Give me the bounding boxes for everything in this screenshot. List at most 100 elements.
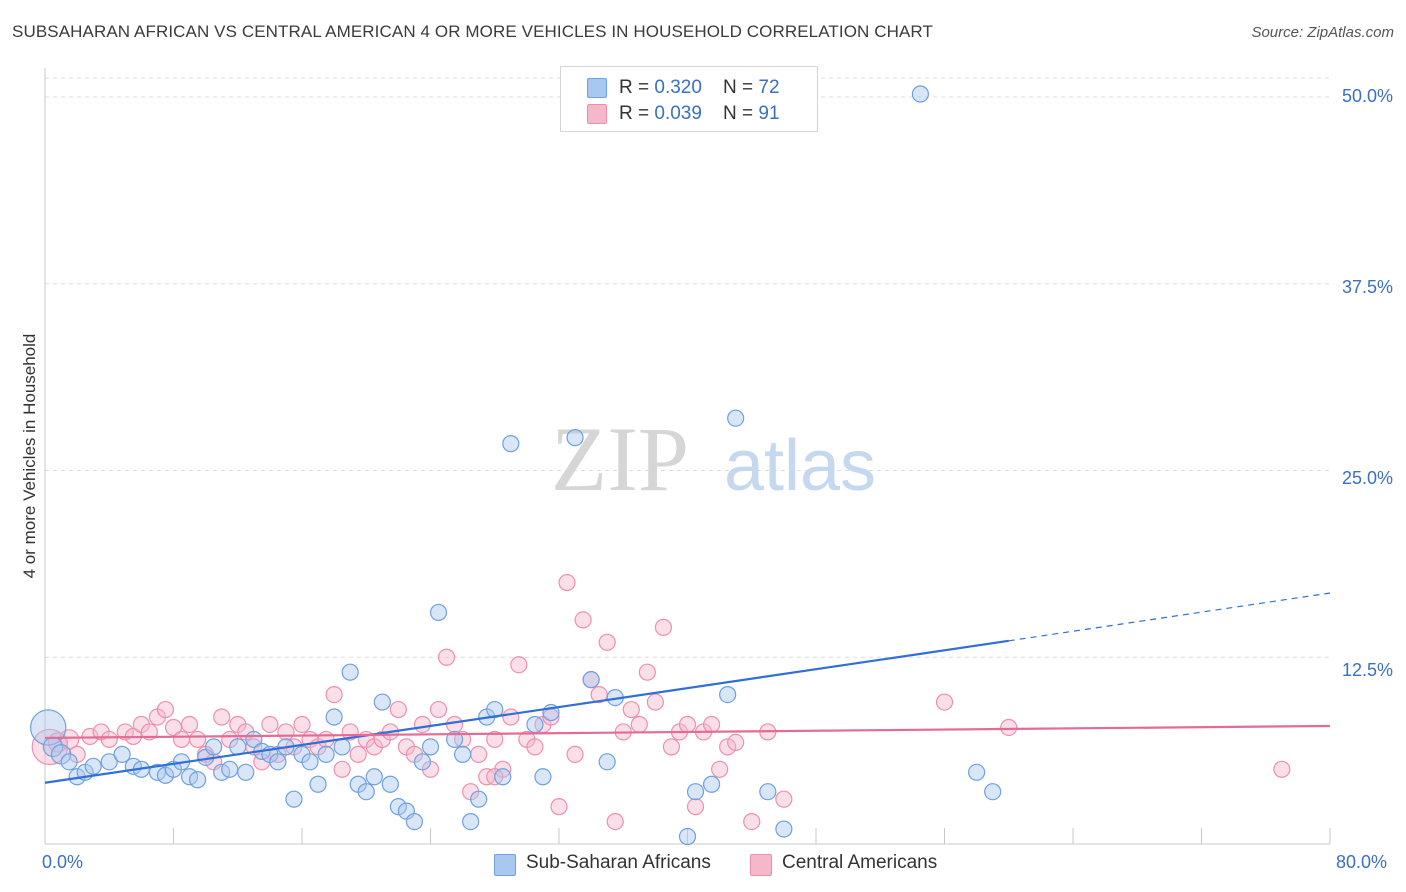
x-max-label: 80.0% <box>1336 852 1388 872</box>
legend-swatch-pink <box>750 854 772 876</box>
data-point <box>510 656 528 674</box>
data-point <box>445 730 464 749</box>
data-point <box>574 611 592 629</box>
data-point <box>606 812 624 831</box>
data-point <box>454 745 472 763</box>
data-point <box>100 753 118 771</box>
legend-swatch-pink <box>587 104 607 124</box>
data-point <box>301 753 319 771</box>
x-min-label: 0.0% <box>42 852 84 872</box>
legend-label: Central Americans <box>782 852 938 873</box>
data-point <box>566 745 584 763</box>
y-tick-label: 25.0% <box>1341 468 1393 488</box>
data-point <box>349 745 367 763</box>
data-point <box>686 783 705 801</box>
data-point <box>389 700 407 719</box>
data-point <box>686 798 705 816</box>
data-point <box>261 715 279 734</box>
data-point <box>285 790 303 808</box>
data-point <box>622 700 640 719</box>
data-point <box>341 663 359 681</box>
data-point <box>759 783 777 801</box>
data-point <box>526 715 544 734</box>
watermark: ZIP atlas <box>551 408 876 510</box>
data-point <box>662 738 681 756</box>
data-point <box>470 790 488 808</box>
data-point <box>269 753 287 771</box>
n-label: N = <box>723 77 759 98</box>
data-point <box>413 753 432 771</box>
data-point <box>84 757 102 775</box>
data-point <box>389 798 407 816</box>
data-point <box>156 700 175 719</box>
data-point <box>702 775 721 793</box>
data-point <box>646 693 664 711</box>
data-point <box>984 783 1002 801</box>
data-point <box>502 708 520 726</box>
data-point <box>582 671 600 689</box>
y-tick-label: 37.5% <box>1341 277 1393 297</box>
watermark-atlas: atlas <box>724 426 876 506</box>
data-point <box>638 663 656 681</box>
r-label: R = <box>619 103 655 124</box>
legend-swatch-blue <box>587 78 607 98</box>
data-point <box>30 709 67 746</box>
data-point <box>365 768 383 786</box>
data-point <box>317 745 335 763</box>
data-point <box>188 730 207 749</box>
chart-title: SUBSAHARAN AFRICAN VS CENTRAL AMERICAN 4… <box>12 22 933 41</box>
data-point <box>113 745 131 763</box>
data-point <box>413 715 432 734</box>
trend-line-subsaharan-projection <box>1008 592 1331 642</box>
trend-lines <box>44 592 1331 784</box>
source-credit: Source: ZipAtlas.com <box>1251 24 1394 41</box>
data-point <box>711 760 729 778</box>
r-value: 0.039 <box>654 103 702 124</box>
data-point <box>719 738 737 756</box>
data-point <box>775 820 793 838</box>
data-point <box>598 753 616 771</box>
data-point <box>550 798 568 816</box>
data-point <box>486 730 504 749</box>
data-point <box>60 753 78 771</box>
y-tick-label: 12.5% <box>1341 660 1393 680</box>
data-point <box>293 715 311 734</box>
data-point <box>702 715 721 734</box>
data-point <box>357 783 375 801</box>
data-point <box>719 685 737 704</box>
data-point <box>935 693 954 711</box>
data-point <box>437 648 456 666</box>
x-axis-ticks <box>44 828 1331 844</box>
data-point <box>277 723 295 741</box>
trend-line-central <box>44 724 1331 740</box>
data-point <box>526 738 544 756</box>
data-point <box>678 715 697 734</box>
data-point <box>429 700 448 719</box>
legend-label: Sub-Saharan Africans <box>526 852 711 873</box>
data-point <box>373 693 391 711</box>
data-point <box>566 429 584 447</box>
legend-swatch-blue <box>494 854 516 876</box>
data-point <box>598 633 616 651</box>
data-point <box>333 738 351 756</box>
data-point <box>213 708 231 726</box>
data-point <box>445 715 464 734</box>
data-point <box>221 760 239 778</box>
data-point <box>775 790 793 808</box>
y-tick-label: 50.0% <box>1341 86 1393 106</box>
data-point <box>502 435 520 453</box>
data-point <box>727 409 745 427</box>
y-axis-title: 4 or more Vehicles in Household <box>20 333 39 579</box>
data-point <box>405 812 424 831</box>
data-point <box>558 573 576 592</box>
data-point <box>381 775 399 793</box>
data-point <box>172 730 191 749</box>
data-point <box>678 827 697 846</box>
central-americans-points <box>31 573 1291 831</box>
gridlines <box>45 77 1330 658</box>
data-point <box>421 738 440 756</box>
data-point <box>116 723 134 741</box>
data-point <box>325 708 343 726</box>
stats-legend: R = 0.320 N = 72 R = 0.039 N = 91 <box>560 66 818 132</box>
data-point <box>462 812 480 831</box>
